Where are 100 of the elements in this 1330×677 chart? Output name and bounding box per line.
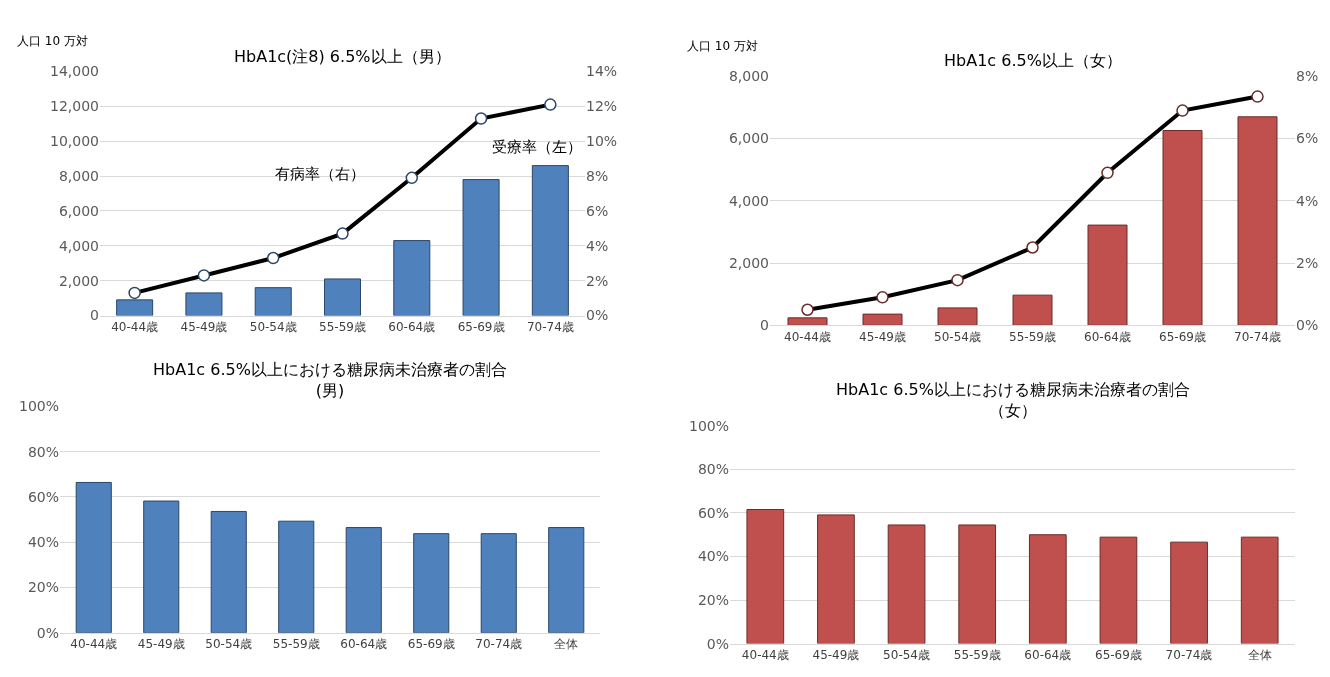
x-tick-label: 40-44歳 (70, 637, 118, 652)
x-tick-label: 65-69歳 (1095, 648, 1142, 663)
bar (1012, 294, 1053, 326)
y-tick-label: 12,000 (50, 98, 99, 115)
y-tick-label: 20% (697, 591, 729, 608)
y-tick-label: 4,000 (58, 237, 99, 254)
x-tick-label: 55-59歳 (953, 648, 1001, 663)
y2-tick-label: 2% (1296, 254, 1319, 271)
bar (1087, 224, 1128, 326)
x-tick-label: 50-54歳 (934, 329, 981, 344)
x-tick-label: 50-54歳 (205, 637, 253, 652)
y-tick-label: 2,000 (58, 272, 99, 289)
chart-title: HbA1c 6.5%以上における糖尿病未治療者の割合 (836, 380, 1190, 399)
x-tick-label: 55-59歳 (1009, 329, 1056, 344)
x-tick-label: 60-64歳 (1024, 648, 1072, 663)
bar (462, 179, 500, 316)
y2-tick-label: 0% (586, 307, 609, 324)
x-tick-label: 60-64歳 (388, 319, 436, 334)
y-tick-label: 40% (697, 548, 729, 565)
x-tick-label: 40-44歳 (784, 329, 831, 344)
x-tick-label: 40-44歳 (111, 319, 159, 334)
bar (958, 524, 997, 644)
y-tick-label: 60% (697, 504, 729, 521)
bar (817, 514, 855, 644)
chart-subtitle: (男) (315, 380, 345, 400)
bar (413, 533, 450, 633)
chart-title: HbA1c(注8) 6.5%以上（男） (234, 47, 451, 66)
x-tick-label: 45-49歳 (180, 319, 228, 334)
x-tick-label: 60-64歳 (1084, 329, 1131, 344)
bar (480, 533, 517, 633)
bar (1028, 534, 1067, 644)
x-tick-label: 全体 (554, 637, 579, 652)
y-tick-label: 0% (706, 635, 729, 652)
bar (323, 278, 362, 316)
x-tick-label: 55-59歳 (319, 319, 366, 334)
y2-tick-label: 10% (586, 133, 618, 150)
y2-tick-label: 4% (586, 237, 609, 254)
bar (548, 527, 585, 633)
y-tick-label: 6,000 (728, 130, 769, 147)
bar (1237, 116, 1278, 326)
bar (1240, 536, 1279, 644)
x-tick-label: 65-69歳 (1159, 329, 1206, 344)
bar (531, 165, 569, 316)
y2-tick-label: 6% (1296, 130, 1319, 147)
x-tick-label: 45-49歳 (812, 648, 860, 663)
y-tick-label: 0% (36, 624, 59, 641)
y-tick-label: 80% (27, 443, 59, 460)
y-tick-label: 0 (760, 317, 769, 334)
y-tick-label: 100% (688, 417, 729, 434)
y-tick-label: 20% (27, 579, 59, 596)
annotation: 受療率（左） (492, 138, 582, 156)
y-tick-label: 100% (18, 398, 59, 415)
y2-tick-label: 2% (586, 272, 609, 289)
bar (278, 520, 315, 633)
y-tick-label: 8,000 (58, 167, 99, 184)
y2-tick-label: 6% (586, 202, 609, 219)
bar (746, 508, 785, 644)
bar (185, 292, 223, 316)
x-tick-label: 全体 (1247, 648, 1272, 663)
y2-tick-label: 8% (586, 167, 609, 184)
y-tick-label: 0 (90, 307, 99, 324)
annotation: 有病率（右） (275, 165, 365, 183)
y2-tick-label: 8% (1296, 68, 1319, 85)
bar (210, 510, 247, 633)
x-tick-label: 70-74歳 (526, 319, 574, 334)
bar (75, 481, 112, 633)
x-tick-label: 70-74歳 (1234, 329, 1281, 344)
x-tick-label: 50-54歳 (883, 648, 930, 663)
bar (887, 524, 926, 644)
x-tick-label: 40-44歳 (741, 648, 789, 663)
y-tick-label: 6,000 (58, 202, 99, 219)
y2-tick-label: 12% (586, 98, 618, 115)
x-tick-label: 70-74歳 (1165, 648, 1213, 663)
x-tick-label: 60-64歳 (340, 637, 388, 652)
y2-tick-label: 0% (1296, 317, 1319, 334)
bar (143, 500, 180, 633)
y-tick-label: 4,000 (728, 192, 769, 209)
x-tick-label: 55-59歳 (272, 637, 320, 652)
bar (862, 313, 903, 326)
y-tick-label: 14,000 (50, 63, 99, 80)
y-tick-label: 60% (27, 488, 59, 505)
x-tick-label: 70-74歳 (475, 637, 523, 652)
bar (254, 287, 292, 316)
y-tick-label: 2,000 (728, 254, 769, 271)
x-tick-label: 65-69歳 (457, 319, 505, 334)
x-tick-label: 50-54歳 (249, 319, 297, 334)
y-tick-label: 10,000 (50, 133, 99, 150)
y2-tick-label: 14% (586, 63, 618, 80)
bar (345, 527, 382, 633)
y-axis-title: 人口 10 万対 (17, 34, 88, 48)
bar (937, 307, 978, 326)
bar (1099, 536, 1138, 644)
y-axis-title: 人口 10 万対 (687, 39, 758, 53)
bar (1170, 541, 1208, 644)
y-tick-label: 8,000 (728, 68, 769, 85)
chart-title: HbA1c 6.5%以上における糖尿病未治療者の割合 (153, 360, 507, 379)
x-tick-label: 45-49歳 (859, 329, 906, 344)
x-tick-label: 65-69歳 (407, 637, 455, 652)
y-tick-label: 80% (697, 461, 729, 478)
y2-tick-label: 4% (1296, 192, 1319, 209)
